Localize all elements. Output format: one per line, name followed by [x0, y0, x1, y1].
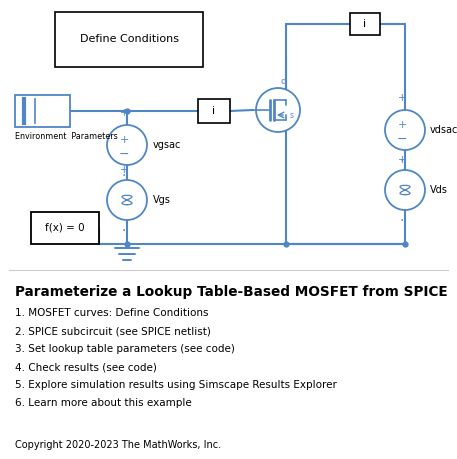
Circle shape — [385, 170, 425, 210]
Circle shape — [107, 180, 147, 220]
Text: 1. MOSFET curves: Define Conditions: 1. MOSFET curves: Define Conditions — [15, 308, 208, 318]
Text: i: i — [363, 19, 367, 29]
Circle shape — [107, 125, 147, 165]
Text: d: d — [280, 77, 286, 86]
Circle shape — [256, 88, 300, 132]
Bar — [198, 99, 230, 123]
Text: Vgs: Vgs — [153, 195, 171, 205]
Text: −: − — [397, 133, 407, 146]
Circle shape — [385, 110, 425, 150]
Text: ·: · — [122, 169, 126, 183]
Bar — [15, 95, 70, 127]
Text: +: + — [398, 93, 406, 103]
Bar — [31, 212, 99, 244]
Text: ·: · — [400, 214, 404, 228]
Bar — [55, 12, 203, 67]
Text: ·: · — [400, 154, 404, 168]
Text: s: s — [290, 111, 294, 119]
Text: 4. Check results (see code): 4. Check results (see code) — [15, 362, 157, 372]
Text: vdsac: vdsac — [430, 125, 457, 135]
Text: +: + — [398, 155, 406, 165]
Text: Environment  Parameters: Environment Parameters — [15, 132, 118, 141]
Text: f(x) = 0: f(x) = 0 — [45, 223, 85, 233]
Text: 5. Explore simulation results using Simscape Results Explorer: 5. Explore simulation results using Sims… — [15, 380, 337, 390]
Text: +: + — [119, 135, 129, 145]
Text: +: + — [397, 120, 407, 130]
Text: vgsac: vgsac — [153, 140, 181, 150]
Text: −: − — [119, 147, 129, 161]
Text: 6. Learn more about this example: 6. Learn more about this example — [15, 398, 192, 408]
Text: Vds: Vds — [430, 185, 448, 195]
Text: i: i — [213, 106, 216, 116]
Text: Parameterize a Lookup Table-Based MOSFET from SPICE: Parameterize a Lookup Table-Based MOSFET… — [15, 285, 447, 299]
Text: 2. SPICE subcircuit (see SPICE netlist): 2. SPICE subcircuit (see SPICE netlist) — [15, 326, 211, 336]
Text: +: + — [120, 165, 128, 175]
Text: ·: · — [122, 224, 126, 238]
Text: 3. Set lookup table parameters (see code): 3. Set lookup table parameters (see code… — [15, 344, 235, 354]
Text: +: + — [120, 108, 128, 118]
Text: Copyright 2020-2023 The MathWorks, Inc.: Copyright 2020-2023 The MathWorks, Inc. — [15, 440, 221, 450]
Bar — [350, 13, 380, 35]
Text: Define Conditions: Define Conditions — [80, 34, 179, 45]
